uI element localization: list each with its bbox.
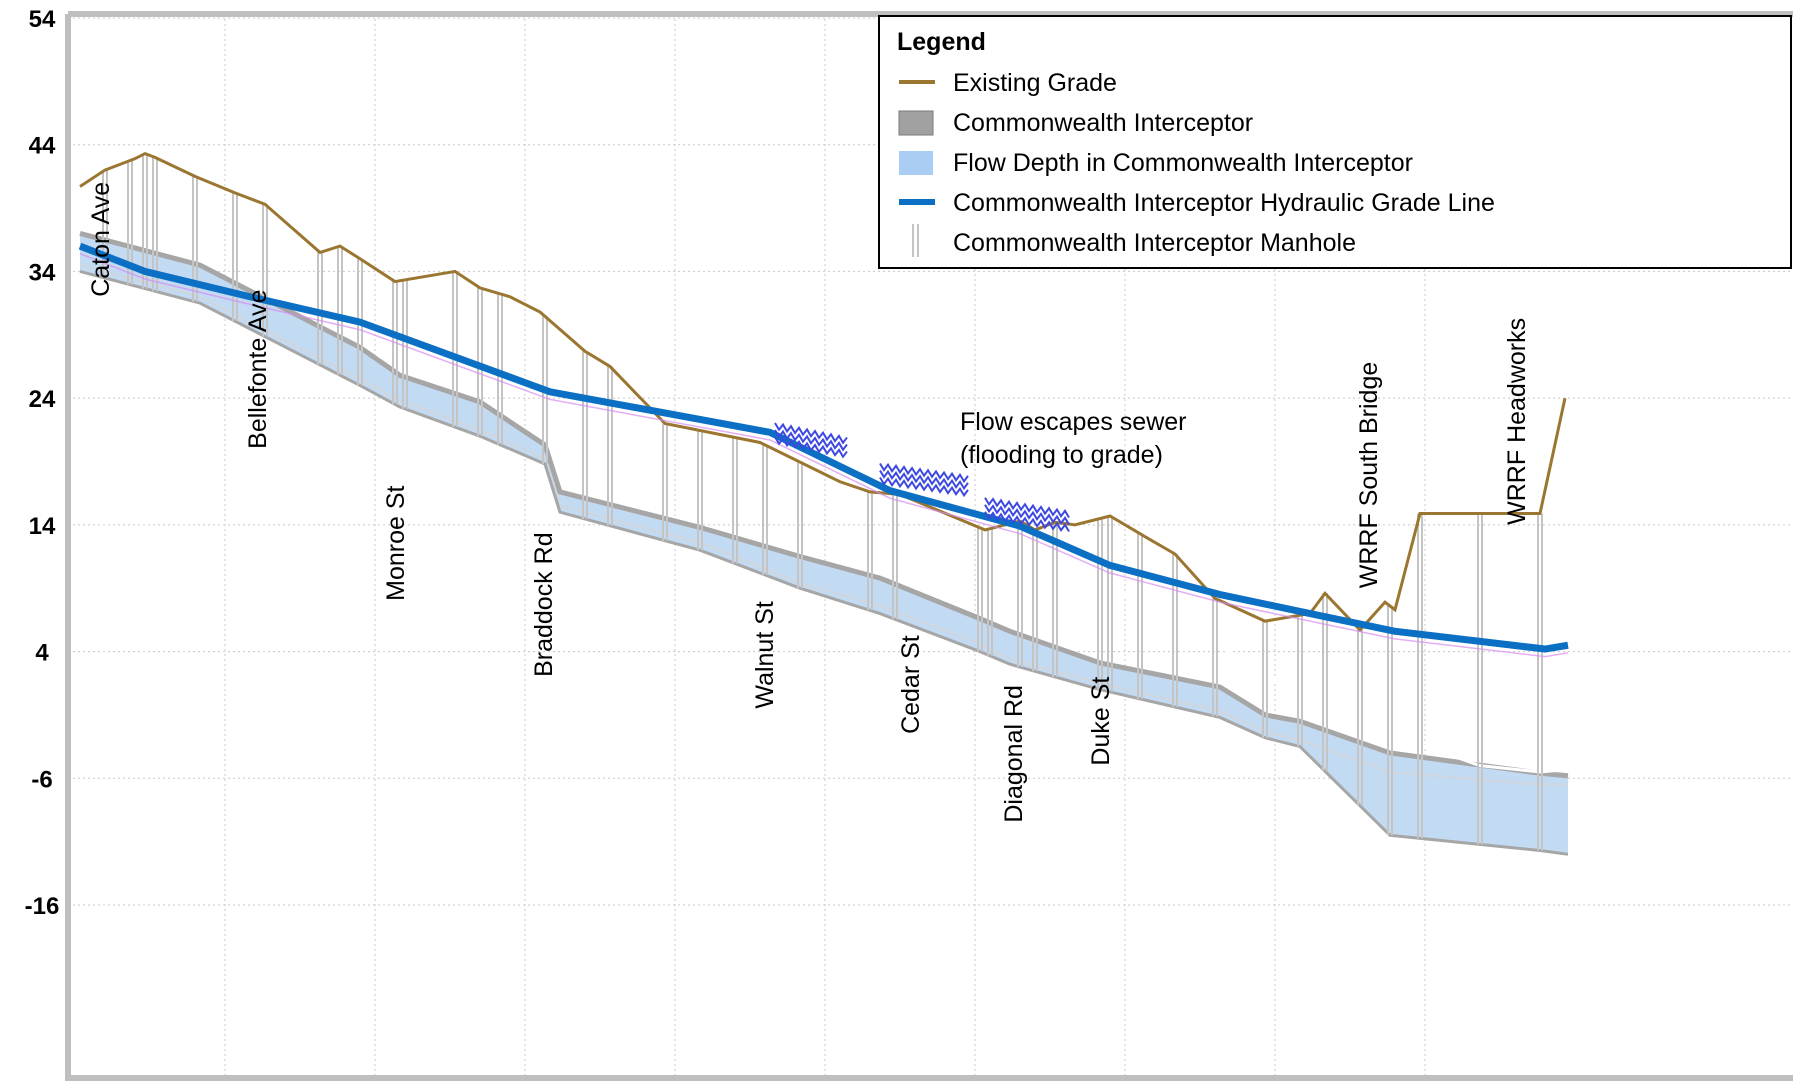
manhole [1097, 518, 1103, 690]
manhole [1107, 515, 1113, 692]
manhole [317, 252, 323, 365]
street-label: Walnut St [751, 601, 779, 709]
legend-entry: Flow Depth in Commonwealth Interceptor [899, 149, 1413, 177]
legend: Legend Existing Grade Commonwealth Interce… [878, 15, 1792, 269]
manhole [662, 423, 668, 541]
flood-wave [774, 429, 848, 452]
y-tick-label: 14 [29, 513, 56, 540]
y-tick-label: 44 [29, 133, 56, 160]
legend-entry: Commonwealth Interceptor Hydraulic Grade… [899, 189, 1495, 217]
y-tick-label: -16 [25, 893, 60, 920]
manhole [337, 246, 343, 376]
manhole [142, 153, 148, 289]
manhole [732, 437, 738, 564]
manhole [1212, 598, 1218, 717]
manhole [867, 491, 873, 611]
manhole [1032, 529, 1038, 672]
y-tick-label: 34 [29, 259, 56, 286]
y-tick-labels: 54 44 34 24 14 4 -6 -16 [25, 6, 60, 920]
manhole [1017, 521, 1023, 668]
legend-entry: Existing Grade [899, 69, 1117, 97]
flood-wave [774, 436, 848, 459]
y-tick-label: 24 [29, 386, 56, 413]
flood-wave [879, 469, 969, 491]
manhole [697, 430, 703, 551]
manhole [1537, 513, 1543, 851]
legend-box [878, 15, 1792, 269]
manhole [1297, 615, 1303, 747]
legend-swatch [898, 110, 934, 136]
manhole [1417, 513, 1423, 839]
legend-swatch [899, 151, 933, 175]
manhole [402, 279, 408, 409]
street-label: Diagonal Rd [1000, 685, 1028, 823]
flood-wave [879, 462, 969, 484]
annotation-line: Flow escapes sewer [960, 408, 1186, 436]
legend-title: Legend [897, 28, 986, 56]
manhole [262, 204, 268, 337]
legend-label: Commonwealth Interceptor Hydraulic Grade… [953, 189, 1495, 217]
hydraulic-grade-line [78, 242, 1569, 653]
legend-label: Commonwealth Interceptor [953, 109, 1253, 137]
flood-wave [774, 422, 848, 445]
flood-wave [984, 504, 1070, 526]
street-label: Cedar St [897, 635, 925, 734]
flood-wave [984, 497, 1070, 519]
street-label: Bellefonte Ave [244, 289, 272, 448]
annotation-line: (flooding to grade) [960, 441, 1163, 469]
plot-frame [65, 11, 1793, 1081]
manhole [1262, 621, 1268, 738]
manhole [797, 462, 803, 589]
manhole [1387, 605, 1393, 836]
manhole [977, 527, 983, 652]
manhole [1137, 533, 1143, 699]
street-label: Duke St [1087, 677, 1115, 766]
street-label: Caton Ave [87, 182, 115, 297]
legend-entry: Commonwealth Interceptor Manhole [912, 224, 1356, 257]
manhole [607, 366, 613, 526]
flood-annotation: Flow escapes sewer (flooding to grade) [960, 408, 1186, 469]
interceptor-invert [79, 264, 1568, 786]
street-label: WRRF South Bridge [1355, 362, 1383, 588]
manhole [152, 157, 158, 292]
y-tick-label: 4 [35, 640, 49, 667]
flood-marker [984, 497, 1070, 533]
flood-marker [774, 422, 848, 459]
existing-grade-line [79, 151, 1567, 633]
street-label: Braddock Rd [530, 532, 558, 677]
street-label: WRRF Headworks [1503, 318, 1531, 525]
flood-wave [879, 476, 969, 498]
interceptor-bottom [79, 269, 1569, 856]
manhole [1322, 593, 1328, 772]
y-tick-label: 54 [29, 6, 56, 33]
manhole [987, 528, 993, 656]
manhole [582, 351, 588, 519]
manhole [1357, 630, 1363, 806]
manhole [1477, 513, 1483, 845]
flood-marker [879, 462, 969, 498]
manhole [892, 494, 898, 620]
street-label: Monroe St [382, 485, 410, 600]
legend-label: Existing Grade [953, 69, 1117, 97]
legend-label: Commonwealth Interceptor Manhole [953, 229, 1356, 257]
interceptor-crown [79, 230, 1569, 779]
secondary-grade-line [1099, 580, 1569, 774]
legend-label: Flow Depth in Commonwealth Interceptor [953, 149, 1413, 177]
flood-wave [984, 511, 1070, 533]
street-labels: Caton Ave Bellefonte Ave Monroe St Braddock… [87, 182, 1531, 823]
flow-depth-area [80, 233, 1568, 855]
legend-entry: Commonwealth Interceptor [898, 109, 1253, 137]
hgl-shadow [79, 252, 1569, 658]
y-tick-label: -6 [31, 766, 52, 793]
manhole [762, 444, 768, 575]
manhole [452, 271, 458, 428]
